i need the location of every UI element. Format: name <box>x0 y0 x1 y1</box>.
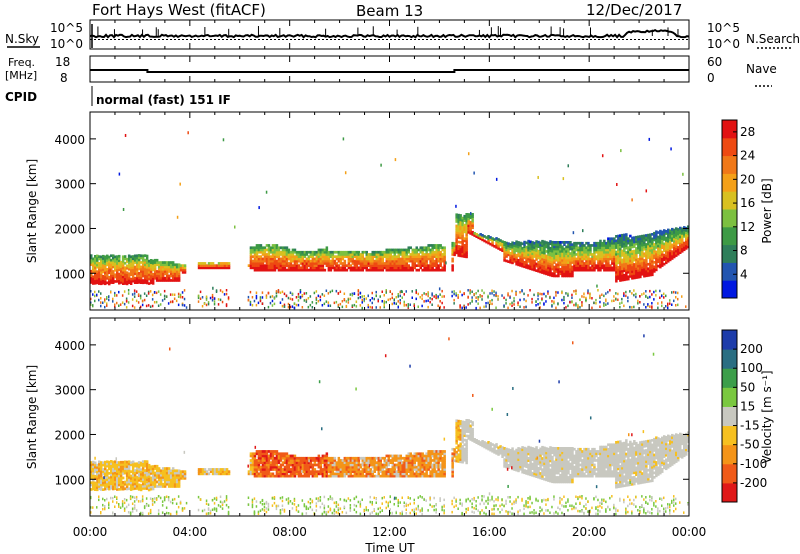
cpid-value: normal (fast) 151 IF <box>96 93 231 107</box>
noise-left-tick-bottom: 10^0 <box>50 37 83 51</box>
colorbar-tick-label: -50 <box>740 438 760 452</box>
power-colorbar: 4 8 12 16 20 24 28 <box>721 119 755 299</box>
freq-left-tick-bottom: 8 <box>60 71 68 85</box>
ytick-label: 3000 <box>54 178 85 192</box>
freq-left-tick-top: 18 <box>55 55 70 69</box>
time-axis-label: Time UT <box>364 541 415 554</box>
colorbar-tick-label: 20 <box>740 172 755 186</box>
ytick-label: 1000 <box>54 473 85 487</box>
time-tick-label: 00:00 <box>73 525 108 539</box>
velocity-y-axis: 1000 2000 3000 4000 <box>54 339 689 487</box>
ytick-label: 2000 <box>54 222 85 236</box>
noise-left-label: N.Sky <box>5 32 39 46</box>
time-tick-label: 04:00 <box>173 525 208 539</box>
velocity-colorbar: 200 100 50 15 -15 -50 -100 -200 <box>721 329 767 503</box>
colorbar-tick-label: -15 <box>740 419 760 433</box>
colorbar-tick-label: 24 <box>740 149 755 163</box>
ytick-label: 4000 <box>54 133 85 147</box>
nave-label: Nave <box>746 62 777 76</box>
colorbar-tick-label: 4 <box>740 267 748 281</box>
ytick-label: 4000 <box>54 339 85 353</box>
time-tick-label: 00:00 <box>672 525 707 539</box>
velocity-heatmap <box>90 334 689 516</box>
freq-trace <box>90 69 689 73</box>
power-ylabel: Slant Range [km] <box>25 159 39 263</box>
colorbar-tick-label: 16 <box>740 196 755 210</box>
freq-right-tick-bottom: 0 <box>707 71 715 85</box>
time-axis-ticks: 00:00 04:00 08:00 12:00 16:00 20:00 00:00 <box>73 20 707 539</box>
colorbar-tick-label: -100 <box>740 457 767 471</box>
velocity-colorbar-label: Velocity [m s⁻¹] <box>760 370 774 463</box>
ytick-label: 1000 <box>54 267 85 281</box>
colorbar-tick-label: 12 <box>740 220 755 234</box>
colorbar-tick-label: 15 <box>740 399 755 413</box>
power-y-axis: 1000 2000 3000 4000 <box>54 133 689 281</box>
beam-title: Beam 13 <box>356 2 423 20</box>
time-tick-label: 12:00 <box>372 525 407 539</box>
noise-right-label: N.Search <box>746 32 800 46</box>
colorbar-tick-label: 200 <box>740 342 763 356</box>
cpid-label: CPID <box>5 90 37 104</box>
freq-right-tick-top: 60 <box>707 55 722 69</box>
time-tick-label: 16:00 <box>472 525 507 539</box>
power-colorbar-label: Power [dB] <box>760 178 774 243</box>
time-tick-label: 08:00 <box>272 525 307 539</box>
velocity-ylabel: Slant Range [km] <box>25 365 39 469</box>
noise-right-tick-bottom: 10^0 <box>707 37 740 51</box>
ytick-label: 2000 <box>54 428 85 442</box>
colorbar-tick-label: 100 <box>740 361 763 375</box>
power-heatmap <box>90 131 689 310</box>
freq-left-label-1: Freq. <box>8 56 35 69</box>
noise-left-tick-top: 10^5 <box>50 21 83 35</box>
colorbar-tick-label: 8 <box>740 244 748 258</box>
colorbar-tick-label: 50 <box>740 380 755 394</box>
freq-left-label-2: [MHz] <box>5 69 37 82</box>
noise-sky-trace <box>89 24 690 48</box>
radar-title: Fort Hays West (fitACF) <box>92 1 266 19</box>
ytick-label: 3000 <box>54 384 85 398</box>
time-tick-label: 20:00 <box>572 525 607 539</box>
colorbar-tick-label: -200 <box>740 476 767 490</box>
noise-right-tick-top: 10^5 <box>707 21 740 35</box>
date-title: 12/Dec/2017 <box>586 1 682 19</box>
colorbar-tick-label: 28 <box>740 125 755 139</box>
